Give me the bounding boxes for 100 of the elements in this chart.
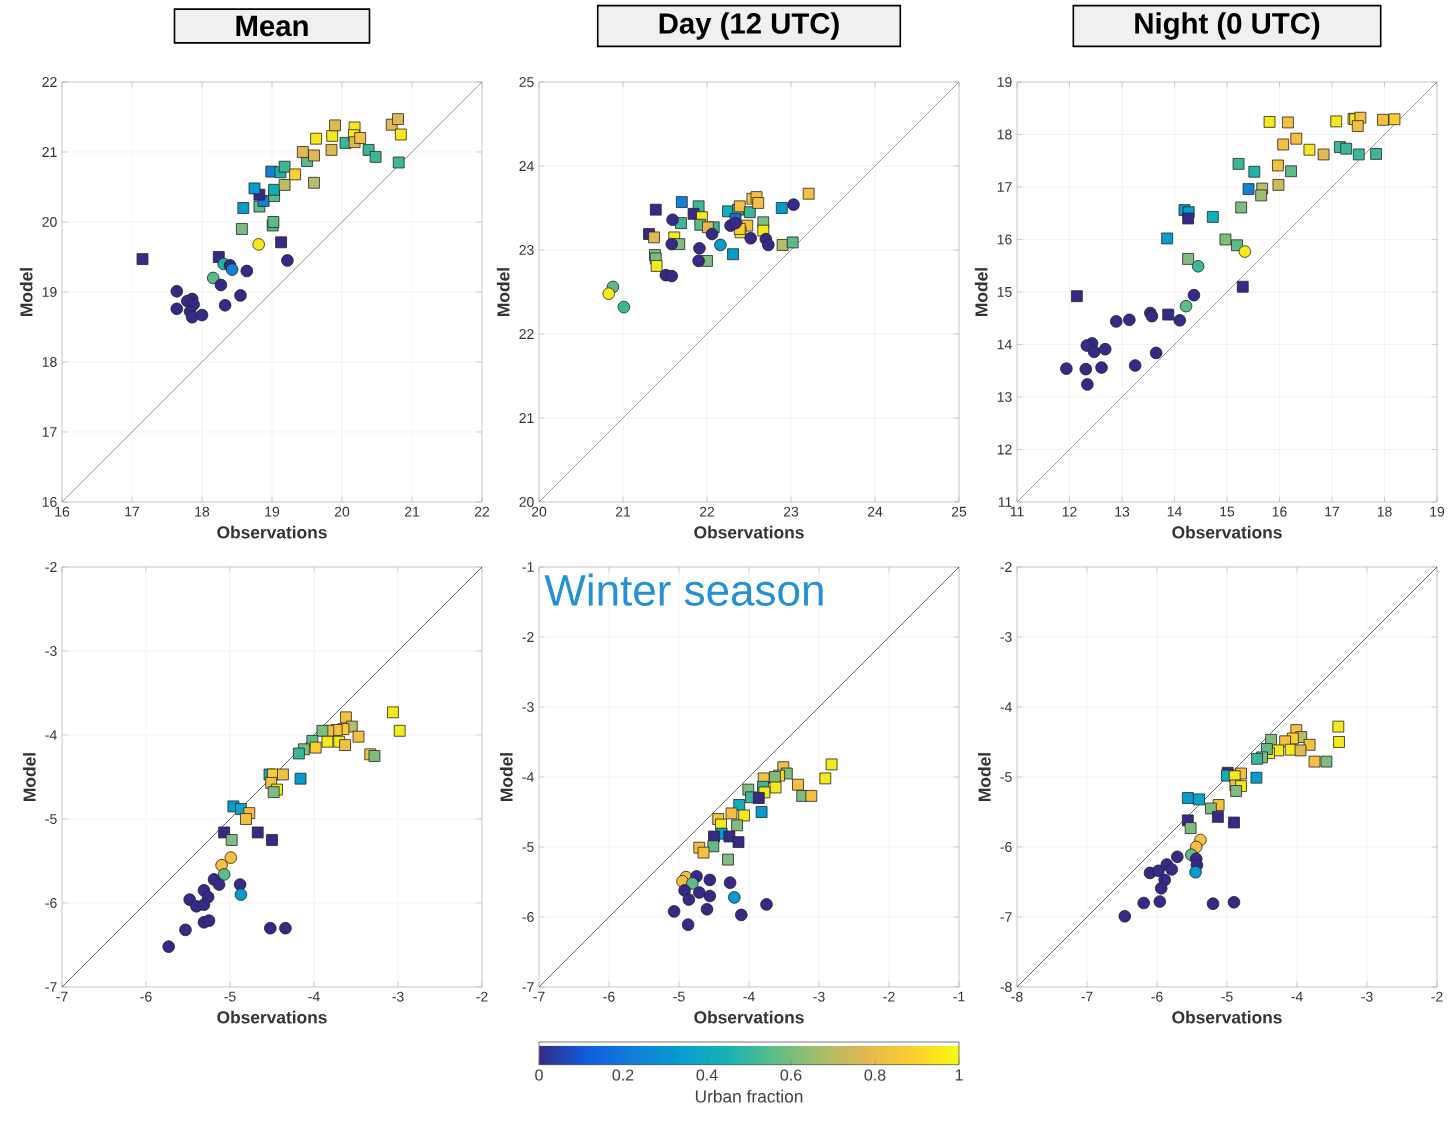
x-tick-label: -3 bbox=[813, 991, 825, 1002]
annotation: Winter season bbox=[544, 573, 823, 606]
y-tick-label: 19 bbox=[997, 77, 1012, 87]
x-tick-label: -2 bbox=[883, 991, 895, 1002]
x-tick-label: 21 bbox=[615, 506, 631, 517]
y-tick-label: 24 bbox=[519, 161, 534, 171]
y-tick-label: -6 bbox=[522, 912, 534, 922]
x-tick-label: -8 bbox=[1011, 991, 1023, 1002]
y-tick-label: 15 bbox=[997, 287, 1012, 297]
x-tick-label: -1 bbox=[953, 991, 965, 1002]
x-tick-label: 17 bbox=[1325, 506, 1340, 517]
x-tick-label: -3 bbox=[1361, 991, 1373, 1002]
x-tick-label: 19 bbox=[1430, 506, 1445, 517]
x-tick-label: -2 bbox=[1431, 991, 1443, 1002]
y-tick-label: -2 bbox=[1000, 562, 1012, 572]
y-tick-label: 16 bbox=[997, 234, 1012, 245]
color-bar-title: Urban fraction bbox=[695, 1089, 803, 1103]
x-tick-label: 13 bbox=[1115, 506, 1130, 517]
x-tick-label: -4 bbox=[308, 991, 320, 1002]
y-tick-label: -7 bbox=[45, 982, 57, 992]
y-tick-label: -5 bbox=[522, 842, 534, 852]
x-tick-label: 20 bbox=[531, 506, 547, 517]
y-tick-label: -2 bbox=[522, 632, 534, 642]
y-tick-label: 21 bbox=[42, 147, 57, 157]
color-bar-label: 0.6 bbox=[780, 1069, 802, 1081]
y-tick-label: -7 bbox=[522, 982, 534, 992]
x-tick-label: -5 bbox=[673, 991, 685, 1002]
y-tick-label: 25 bbox=[519, 77, 534, 87]
color-bar-label: 0.4 bbox=[696, 1069, 718, 1081]
y-tick-label: 19 bbox=[42, 287, 57, 297]
x-axis-title: Observations bbox=[217, 525, 327, 539]
x-tick-label: 11 bbox=[1010, 506, 1024, 517]
y-tick-label: -3 bbox=[522, 702, 534, 712]
x-tick-label: 15 bbox=[1220, 506, 1235, 517]
x-tick-label: 21 bbox=[404, 506, 420, 517]
x-axis-title: Observations bbox=[217, 1010, 327, 1024]
y-axis-title: Model bbox=[974, 268, 988, 316]
x-tick-label: -5 bbox=[224, 991, 236, 1002]
y-tick-label: -6 bbox=[45, 898, 57, 908]
chart-title: Day (12 UTC) bbox=[659, 12, 839, 40]
y-tick-label: 21 bbox=[519, 413, 534, 423]
y-tick-label: 17 bbox=[997, 182, 1012, 192]
color-bar-label: 0.2 bbox=[612, 1069, 634, 1081]
x-tick-label: -5 bbox=[1221, 991, 1233, 1002]
y-tick-label: -3 bbox=[45, 646, 57, 656]
x-tick-label: 20 bbox=[334, 506, 350, 517]
y-tick-label: -5 bbox=[1000, 772, 1012, 782]
y-axis-title: Model bbox=[22, 753, 36, 801]
y-tick-label: -1 bbox=[522, 562, 534, 572]
color-bar-label: 0 bbox=[535, 1069, 543, 1081]
y-tick-label: -8 bbox=[1000, 982, 1012, 992]
y-tick-label: 18 bbox=[42, 357, 57, 367]
x-tick-label: 22 bbox=[474, 506, 490, 517]
y-tick-label: -7 bbox=[1000, 912, 1012, 922]
x-tick-label: -7 bbox=[1081, 991, 1093, 1002]
y-tick-label: 18 bbox=[997, 129, 1012, 140]
y-tick-label: 16 bbox=[42, 497, 57, 507]
x-tick-label: -7 bbox=[533, 991, 545, 1002]
y-tick-label: 20 bbox=[519, 497, 534, 507]
chart-title: Night (0 UTC) bbox=[1135, 12, 1320, 40]
x-tick-label: 16 bbox=[1272, 506, 1287, 517]
y-axis-title: Model bbox=[496, 268, 510, 316]
y-tick-label: -5 bbox=[45, 814, 57, 824]
y-tick-label: 12 bbox=[997, 444, 1012, 455]
x-tick-label: 24 bbox=[867, 506, 883, 517]
x-tick-label: -4 bbox=[743, 991, 755, 1002]
x-tick-label: 22 bbox=[699, 506, 715, 517]
x-tick-label: 19 bbox=[265, 506, 280, 517]
x-tick-label: -3 bbox=[392, 991, 404, 1002]
y-tick-label: -4 bbox=[45, 730, 57, 740]
y-tick-label: 11 bbox=[998, 497, 1012, 507]
x-tick-label: 23 bbox=[783, 506, 799, 517]
y-tick-label: 14 bbox=[997, 339, 1012, 350]
x-axis-title: Observations bbox=[1172, 1010, 1282, 1024]
x-tick-label: 14 bbox=[1167, 506, 1182, 517]
y-tick-label: 22 bbox=[42, 77, 57, 87]
y-axis-title: Model bbox=[499, 753, 513, 801]
x-tick-label: -7 bbox=[56, 991, 68, 1002]
y-tick-label: 13 bbox=[997, 392, 1012, 402]
y-tick-label: 17 bbox=[42, 427, 57, 437]
y-tick-label: -4 bbox=[522, 772, 534, 782]
y-tick-label: 22 bbox=[519, 329, 534, 339]
y-tick-label: -2 bbox=[45, 562, 57, 572]
color-bar-label: 0.8 bbox=[864, 1069, 886, 1081]
y-tick-label: 20 bbox=[42, 217, 57, 227]
y-tick-label: 23 bbox=[519, 245, 534, 255]
chart-title: Mean bbox=[236, 15, 308, 37]
x-axis-title: Observations bbox=[694, 525, 804, 539]
color-bar-label: 1 bbox=[955, 1069, 963, 1081]
y-tick-label: -3 bbox=[1000, 632, 1012, 642]
x-tick-label: -2 bbox=[476, 991, 488, 1002]
x-tick-label: 18 bbox=[1377, 506, 1392, 517]
x-tick-label: -6 bbox=[1151, 991, 1163, 1002]
x-tick-label: 17 bbox=[125, 506, 140, 517]
x-tick-label: -6 bbox=[140, 991, 152, 1002]
y-axis-title: Model bbox=[977, 753, 991, 801]
x-tick-label: -4 bbox=[1291, 991, 1303, 1002]
x-axis-title: Observations bbox=[1172, 525, 1282, 539]
x-tick-label: 18 bbox=[195, 506, 210, 517]
y-axis-title: Model bbox=[19, 268, 33, 316]
